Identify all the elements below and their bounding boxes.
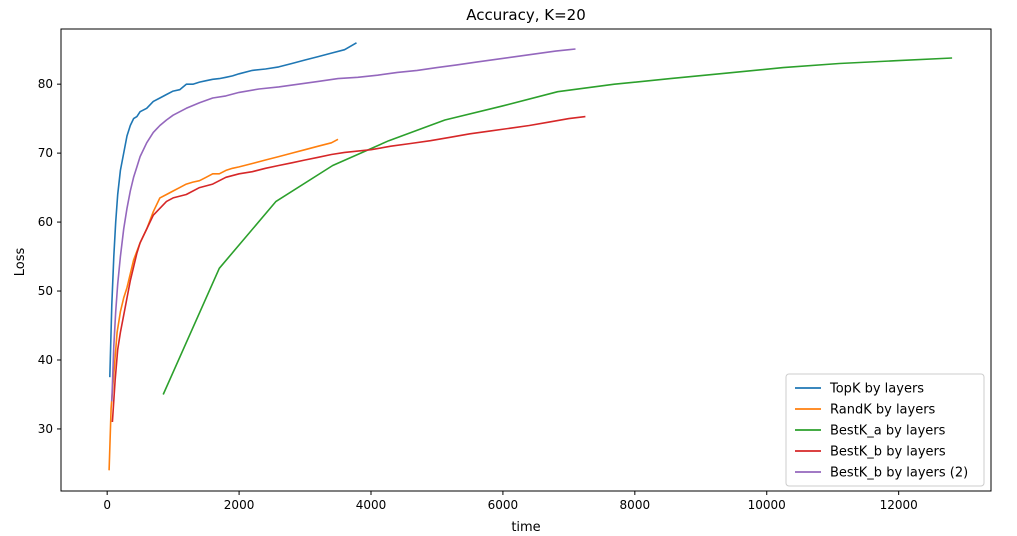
series-line-3 [162, 57, 953, 395]
series-layer [108, 42, 953, 471]
plot-area-frame [60, 28, 992, 492]
chart-title: Accuracy, K=20 [466, 6, 586, 24]
y-tick-label: 60 [38, 215, 53, 229]
x-tick-label: 0 [103, 498, 111, 512]
y-tick-label: 40 [38, 353, 53, 367]
legend: TopK by layers RandK by layers BestK_a by … [785, 373, 985, 487]
legend-label: TopK by layers [829, 382, 924, 397]
x-axis-label: time [511, 520, 540, 535]
x-tick-label: 10000 [748, 498, 786, 512]
series-line-1 [109, 42, 357, 378]
series-line-4 [111, 115, 586, 423]
x-tick-label: 6000 [488, 498, 519, 512]
series-line-5 [111, 48, 576, 402]
x-axis: 0 2000 4000 6000 8000 10000 12000 [103, 491, 918, 512]
series-line-2 [108, 138, 339, 471]
y-axis-label: Loss [13, 248, 28, 277]
legend-label: RandK by layers [830, 403, 936, 418]
y-tick-label: 30 [38, 422, 53, 436]
y-axis: 30 40 50 60 70 80 [38, 77, 61, 436]
y-tick-label: 70 [38, 146, 53, 160]
x-tick-label: 8000 [620, 498, 651, 512]
y-tick-label: 80 [38, 77, 53, 91]
x-tick-label: 2000 [224, 498, 255, 512]
y-tick-label: 50 [38, 284, 53, 298]
x-tick-label: 12000 [880, 498, 918, 512]
legend-label: BestK_a by layers [830, 424, 946, 439]
legend-label: BestK_b by layers (2) [830, 466, 968, 481]
x-tick-label: 4000 [356, 498, 387, 512]
legend-box [785, 373, 985, 487]
legend-label: BestK_b by layers [830, 445, 946, 460]
